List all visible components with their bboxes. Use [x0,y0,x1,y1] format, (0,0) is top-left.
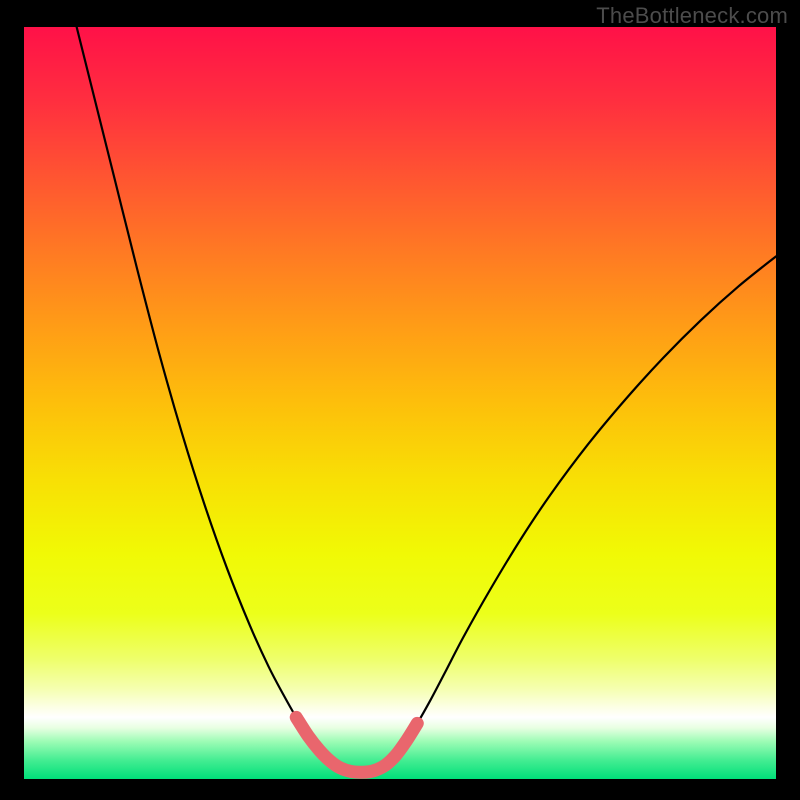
main-curve [77,27,776,772]
bottleneck-curve-svg [0,0,800,800]
highlight-curve [296,717,417,772]
chart-frame: TheBottleneck.com [0,0,800,800]
